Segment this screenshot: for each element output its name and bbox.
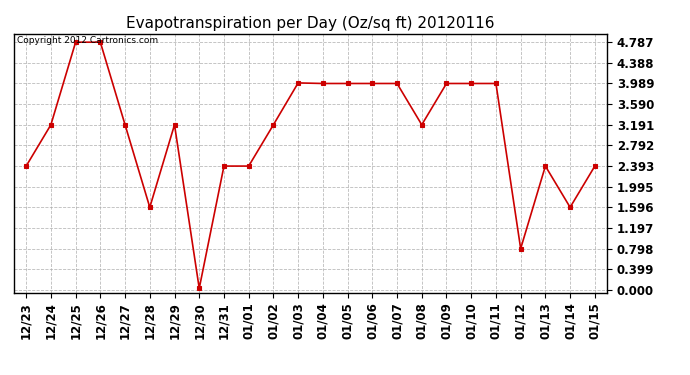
Text: Copyright 2012 Cartronics.com: Copyright 2012 Cartronics.com <box>17 36 158 45</box>
Title: Evapotranspiration per Day (Oz/sq ft) 20120116: Evapotranspiration per Day (Oz/sq ft) 20… <box>126 16 495 31</box>
